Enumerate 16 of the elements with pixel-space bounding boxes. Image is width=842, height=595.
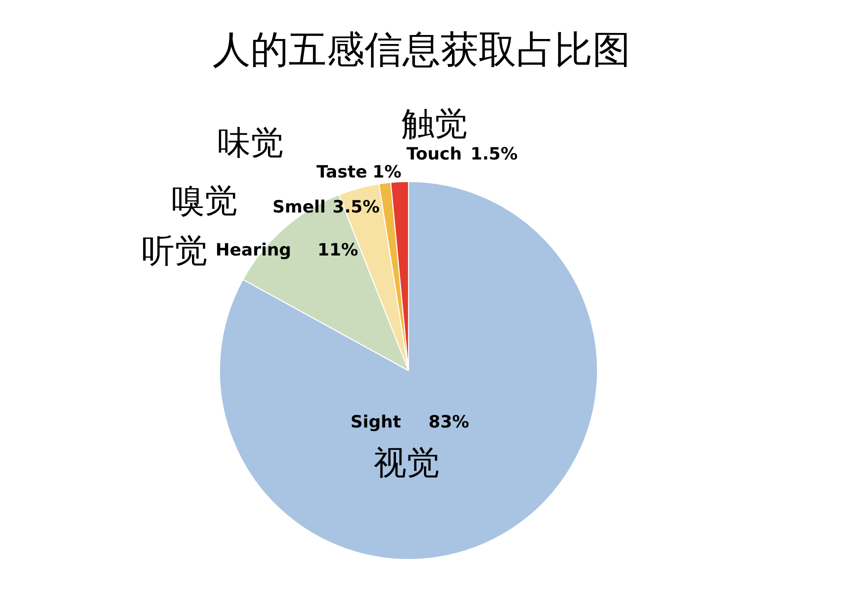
text: 味觉 <box>218 123 284 162</box>
chart-title: 人的五感信息获取占比图 <box>212 28 630 72</box>
text: 触觉 <box>402 104 468 143</box>
slice-label: Sight <box>350 412 401 432</box>
slice-label: Smell <box>272 198 326 218</box>
slice-label: Taste <box>316 162 368 182</box>
data-label: 3.5% <box>332 198 380 218</box>
slice-label: Hearing <box>216 240 292 260</box>
text: 嗅觉 <box>172 181 238 220</box>
slice-label: Touch <box>406 144 462 164</box>
text: 听觉 <box>142 231 208 270</box>
data-label: 1.5% <box>470 144 518 164</box>
data-label: 11% <box>318 240 358 260</box>
data-label: 83% <box>428 412 470 432</box>
data-label: 1% <box>372 162 402 182</box>
text: 视觉 <box>374 443 440 482</box>
